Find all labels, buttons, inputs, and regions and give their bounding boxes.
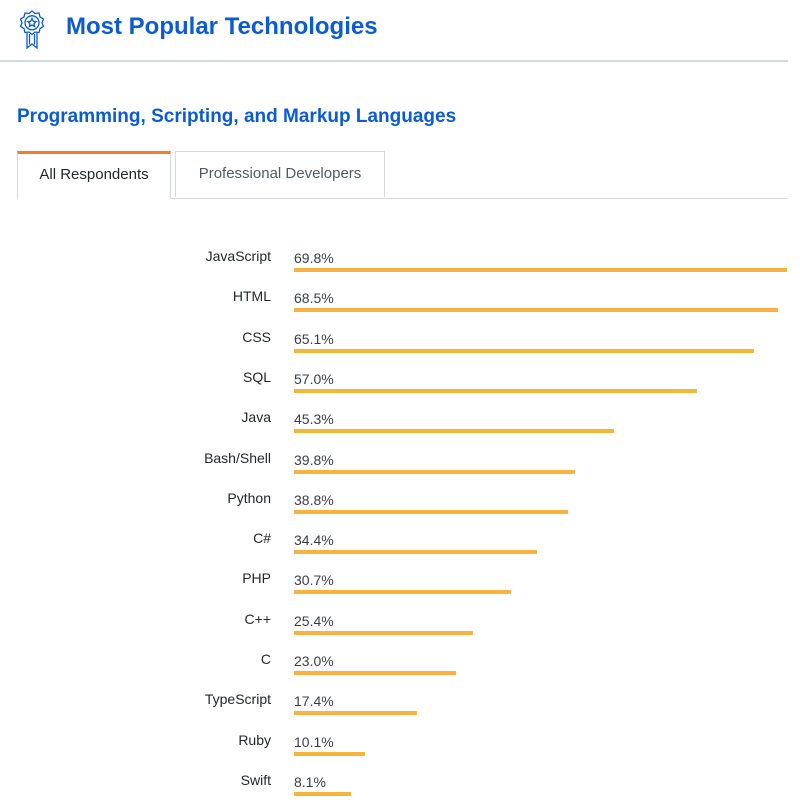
value-label: 25.4%: [294, 612, 334, 629]
bar: [294, 711, 417, 716]
value-label: 57.0%: [294, 370, 334, 387]
category-label: Java: [241, 409, 271, 426]
chart-row: SQL 57.0%: [0, 361, 800, 401]
bar: [294, 348, 754, 353]
value-label: 34.4%: [294, 532, 334, 549]
chart-row: Bash/Shell 39.8%: [0, 442, 800, 482]
category-label: JavaScript: [205, 248, 271, 264]
category-label: TypeScript: [204, 691, 271, 708]
value-label: 69.8%: [294, 250, 334, 266]
bar: [294, 509, 568, 514]
value-label: 17.4%: [294, 693, 334, 710]
bar: [294, 550, 537, 555]
bar: [294, 469, 575, 474]
bar: [294, 429, 614, 434]
chart-row: C 23.0%: [0, 643, 800, 683]
category-label: PHP: [242, 570, 271, 587]
bar: [294, 671, 456, 675]
value-label: 68.5%: [294, 290, 334, 307]
category-label: C++: [244, 610, 271, 627]
chart-row: Swift 8.1%: [0, 764, 800, 804]
value-label: 30.7%: [294, 572, 334, 589]
value-label: 38.8%: [294, 491, 334, 508]
category-label: SQL: [242, 368, 271, 385]
value-label: 8.1%: [294, 773, 326, 790]
bar: [294, 630, 473, 635]
bar: [294, 308, 778, 313]
value-label: 65.1%: [294, 330, 334, 347]
bar: [294, 268, 787, 272]
chart-row: PHP 30.7%: [0, 562, 800, 602]
category-label: Python: [227, 489, 271, 506]
category-label: Ruby: [238, 731, 271, 748]
category-label: C#: [253, 530, 271, 547]
award-ribbon-icon: [19, 10, 45, 50]
tab-all-respondents[interactable]: All Respondents: [17, 151, 171, 199]
section-title: Programming, Scripting, and Markup Langu…: [17, 106, 457, 127]
category-label: Bash/Shell: [204, 449, 271, 466]
page-title: Most Popular Technologies: [66, 13, 378, 40]
value-label: 10.1%: [294, 733, 334, 750]
category-label: C: [260, 651, 271, 667]
value-label: 45.3%: [294, 411, 334, 428]
chart-row: Java 45.3%: [0, 401, 800, 441]
bar: [294, 590, 511, 595]
value-label: 23.0%: [294, 653, 334, 669]
chart-row: Python 38.8%: [0, 482, 800, 522]
chart-row: CSS 65.1%: [0, 321, 800, 361]
chart-row: C++ 25.4%: [0, 603, 800, 643]
bar: [294, 388, 697, 393]
respondent-tabs: All Respondents Professional Developers: [17, 151, 788, 199]
category-label: CSS: [242, 328, 271, 345]
chart-row: TypeScript 17.4%: [0, 683, 800, 723]
value-label: 39.8%: [294, 451, 334, 468]
chart-row: HTML 68.5%: [0, 280, 800, 320]
tab-professional-developers[interactable]: Professional Developers: [175, 151, 385, 197]
bar: [294, 791, 351, 796]
chart-row: Ruby 10.1%: [0, 724, 800, 764]
bar: [294, 751, 365, 756]
chart-row: C# 34.4%: [0, 522, 800, 562]
category-label: Swift: [240, 771, 271, 788]
category-label: HTML: [232, 288, 271, 305]
page-header: Most Popular Technologies: [0, 0, 788, 62]
chart-row: JavaScript 69.8%: [0, 240, 800, 280]
